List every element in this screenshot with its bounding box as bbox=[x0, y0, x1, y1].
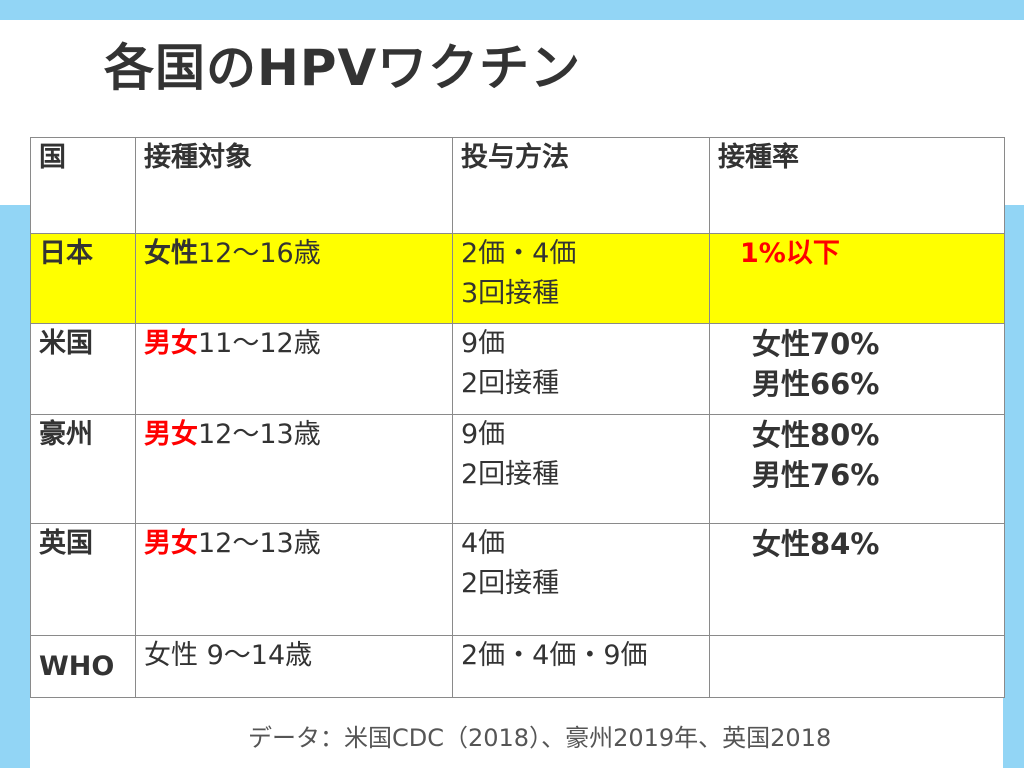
target-cell: 女性12～16歳 bbox=[135, 233, 453, 324]
target-age: 12～13歳 bbox=[198, 419, 321, 450]
header-country: 国 bbox=[30, 137, 136, 234]
country-cell: 日本 bbox=[30, 233, 136, 324]
header-method: 投与方法 bbox=[452, 137, 710, 234]
table-row-australia: 豪州 男女12～13歳 9価 2回接種 女性80% 男性76% bbox=[30, 414, 1005, 524]
method-doses: 9価 bbox=[461, 328, 506, 359]
method-doses: 9価 bbox=[461, 419, 506, 450]
table-header-row: 国 接種対象 投与方法 接種率 bbox=[30, 137, 1005, 234]
target-cell: 男女11～12歳 bbox=[135, 323, 453, 415]
table-row-usa: 米国 男女11～12歳 9価 2回接種 女性70% 男性66% bbox=[30, 323, 1005, 415]
right-color-band bbox=[1003, 205, 1024, 768]
method-schedule: 2回接種 bbox=[461, 568, 560, 599]
target-sex: 女性 bbox=[144, 640, 198, 671]
rate-cell: 女性80% 男性76% bbox=[709, 414, 1005, 524]
target-sex: 女性 bbox=[144, 238, 198, 269]
rate-female: 女性80% bbox=[752, 418, 880, 452]
method-cell: 9価 2回接種 bbox=[452, 414, 710, 524]
target-sex: 男女 bbox=[144, 419, 198, 450]
header-target: 接種対象 bbox=[135, 137, 453, 234]
country-cell: WHO bbox=[30, 635, 136, 698]
target-age: 12～13歳 bbox=[198, 528, 321, 559]
method-cell: 2価・4価 3回接種 bbox=[452, 233, 710, 324]
method-doses: 4価 bbox=[461, 528, 506, 559]
method-schedule: 2回接種 bbox=[461, 459, 560, 490]
target-sex: 男女 bbox=[144, 528, 198, 559]
target-cell: 女性 9～14歳 bbox=[135, 635, 453, 698]
target-age: 11～12歳 bbox=[198, 328, 321, 359]
table-row-uk: 英国 男女12～13歳 4価 2回接種 女性84% bbox=[30, 523, 1005, 636]
rate-value: 1%以下 bbox=[740, 238, 840, 269]
rate-cell: 女性84% bbox=[709, 523, 1005, 636]
rate-male: 男性76% bbox=[752, 458, 880, 492]
data-source-note: データ：米国CDC（2018）、豪州2019年、英国2018 bbox=[248, 724, 832, 752]
left-color-band bbox=[0, 205, 30, 768]
top-color-band bbox=[0, 0, 1024, 20]
method-schedule: 3回接種 bbox=[461, 278, 560, 309]
table-row-japan: 日本 女性12～16歳 2価・4価 3回接種 1%以下 bbox=[30, 233, 1005, 324]
method-cell: 2価・4価・9価 bbox=[452, 635, 710, 698]
method-doses: 2価・4価 bbox=[461, 238, 577, 269]
method-schedule: 2回接種 bbox=[461, 368, 560, 399]
slide-title: 各国のHPVワクチン bbox=[104, 39, 582, 97]
country-cell: 米国 bbox=[30, 323, 136, 415]
country-cell: 英国 bbox=[30, 523, 136, 636]
target-cell: 男女12～13歳 bbox=[135, 523, 453, 636]
table-row-who: WHO 女性 9～14歳 2価・4価・9価 bbox=[30, 635, 1005, 698]
rate-female: 女性70% bbox=[752, 327, 880, 361]
method-cell: 4価 2回接種 bbox=[452, 523, 710, 636]
rate-male: 男性66% bbox=[752, 367, 880, 401]
rate-cell bbox=[709, 635, 1005, 698]
method-cell: 9価 2回接種 bbox=[452, 323, 710, 415]
header-rate: 接種率 bbox=[709, 137, 1005, 234]
method-doses: 2価・4価・9価 bbox=[461, 640, 648, 671]
target-age: 12～16歳 bbox=[198, 238, 321, 269]
vaccine-comparison-table: 国 接種対象 投与方法 接種率 日本 女性12～16歳 2価・4価 3回接種 1%… bbox=[30, 137, 1005, 698]
country-cell: 豪州 bbox=[30, 414, 136, 524]
rate-cell: 女性70% 男性66% bbox=[709, 323, 1005, 415]
target-sex: 男女 bbox=[144, 328, 198, 359]
rate-female: 女性84% bbox=[752, 527, 880, 561]
target-age: 9～14歳 bbox=[198, 640, 313, 671]
rate-cell: 1%以下 bbox=[709, 233, 1005, 324]
target-cell: 男女12～13歳 bbox=[135, 414, 453, 524]
